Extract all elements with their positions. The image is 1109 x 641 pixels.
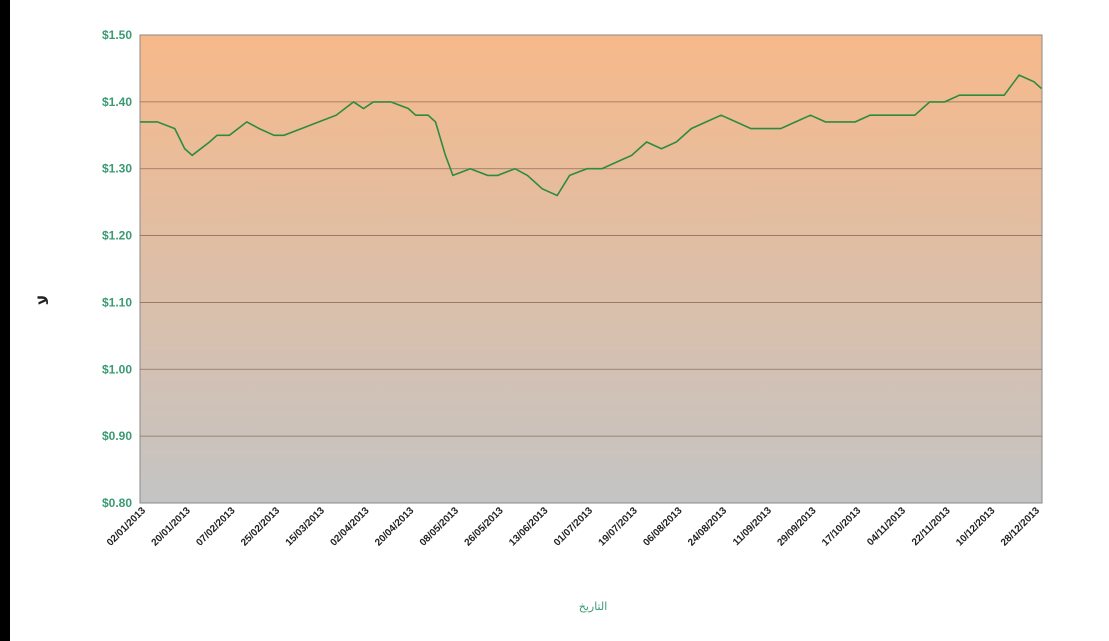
- line-chart: $0.80 $0.90 $1.00 $1.10 $1.20 $1.30 $1.40 $1.50…: [36, 28, 1043, 613]
- y-tick-label: $1.20: [102, 229, 132, 243]
- series-line: [140, 74, 1042, 197]
- x-tick-label: 19/07/2013: [597, 505, 640, 548]
- x-tick-label: 25/02/2013: [239, 505, 282, 548]
- x-axis-ticks: 02/01/2013 20/01/2013 07/02/2013 25/02/2013…: [105, 505, 1042, 548]
- plot-area: [139, 34, 1043, 504]
- x-tick-label: 04/11/2013: [865, 505, 908, 548]
- x-tick-label: 13/06/2013: [507, 505, 550, 548]
- chart-frame: $0.80 $0.90 $1.00 $1.10 $1.20 $1.30 $1.40 $1.50…: [10, 0, 1109, 641]
- x-tick-label: 02/01/2013: [105, 505, 148, 548]
- x-tick-label: 17/10/2013: [820, 505, 863, 548]
- y-axis-label: لا: [36, 295, 52, 305]
- x-tick-label: 22/11/2013: [910, 505, 953, 548]
- x-axis-label: التاريخ: [579, 600, 608, 613]
- y-tick-label: $1.50: [102, 28, 132, 42]
- y-tick-label: $1.00: [102, 362, 132, 376]
- x-tick-label: 28/12/2013: [999, 505, 1042, 548]
- x-tick-label: 07/02/2013: [194, 505, 237, 548]
- x-tick-label: 08/05/2013: [418, 505, 461, 548]
- x-tick-label: 11/09/2013: [731, 505, 774, 548]
- x-tick-label: 15/03/2013: [284, 505, 327, 548]
- x-tick-label: 02/04/2013: [328, 505, 371, 548]
- x-tick-label: 20/01/2013: [150, 505, 193, 548]
- x-tick-label: 06/08/2013: [641, 505, 684, 548]
- x-tick-label: 01/07/2013: [552, 505, 595, 548]
- x-tick-label: 26/05/2013: [463, 505, 506, 548]
- y-tick-label: $1.10: [102, 295, 132, 309]
- x-tick-label: 24/08/2013: [686, 505, 729, 548]
- x-tick-label: 29/09/2013: [775, 505, 818, 548]
- y-tick-label: $0.80: [102, 496, 132, 510]
- y-tick-label: $1.40: [102, 95, 132, 109]
- x-tick-label: 20/04/2013: [373, 505, 416, 548]
- x-tick-label: 10/12/2013: [954, 505, 997, 548]
- y-tick-label: $1.30: [102, 162, 132, 176]
- y-tick-label: $0.90: [102, 429, 132, 443]
- y-axis-ticks: $0.80 $0.90 $1.00 $1.10 $1.20 $1.30 $1.40 $1.50: [102, 28, 132, 510]
